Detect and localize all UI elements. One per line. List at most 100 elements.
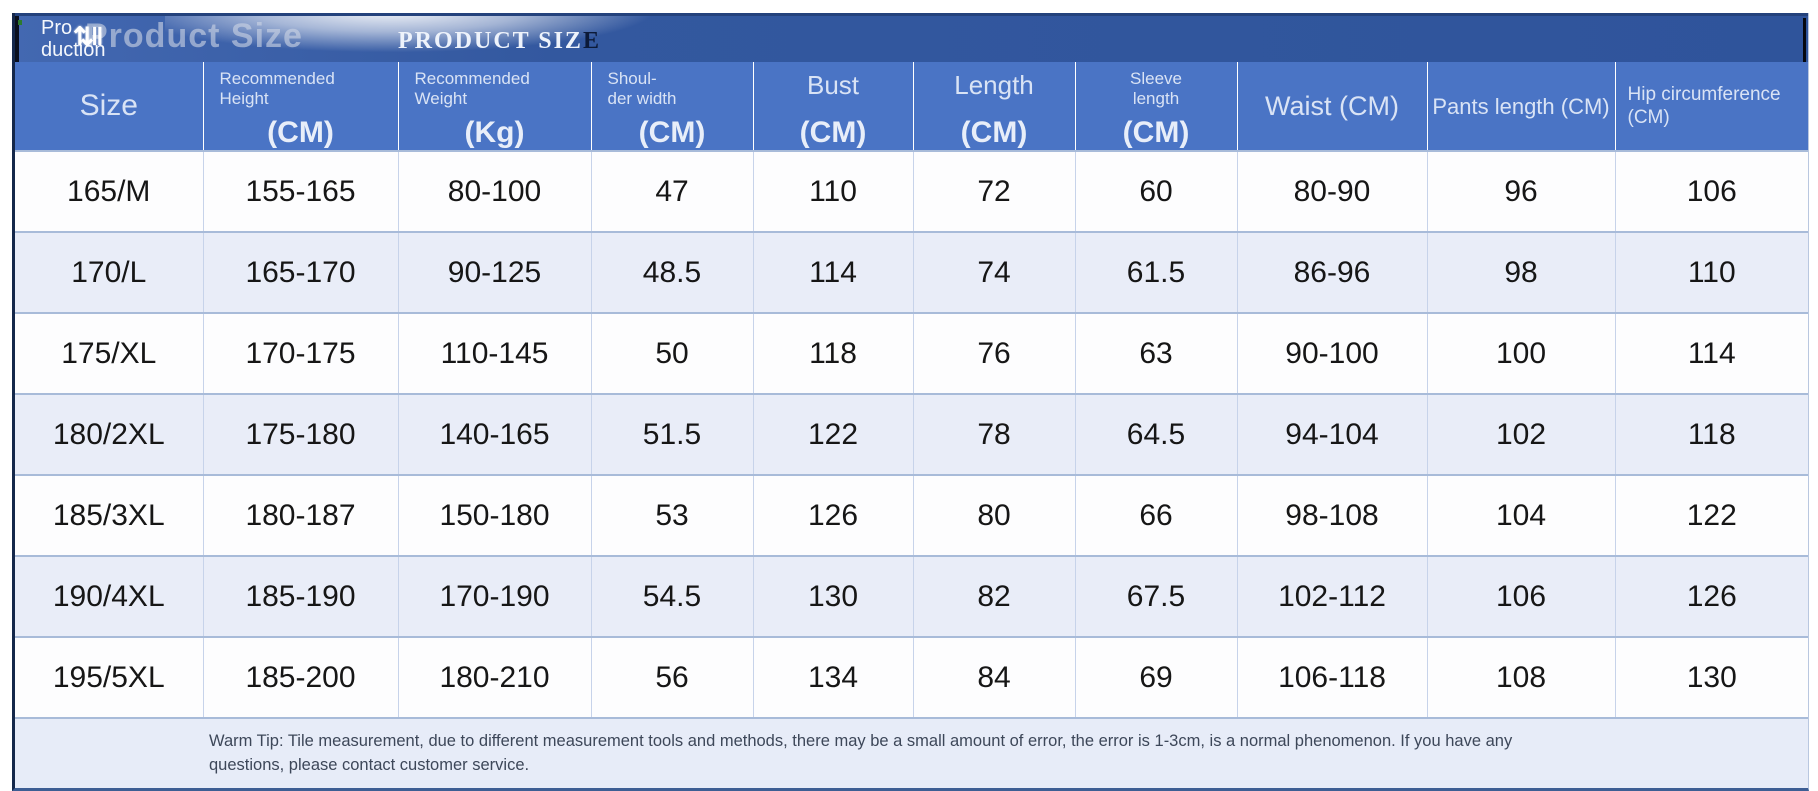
cell-waist-cm-170-l: 86-96 [1237,231,1428,313]
col-header-pants-length-cm: Pants length (CM) [1427,62,1616,151]
cell-length-cm-190-4xl: 82 [913,555,1076,637]
cell-hip-circumference-cm-180-2xl: 118 [1615,393,1808,475]
table-row-185-3xl: 185/3XL 180-187 150-180 53 126 80 66 98-108 104 1… [15,474,1808,556]
cell-bust-cm-195-5xl: 134 [753,636,914,718]
cell-recommended-weight-kg-170-l: 90-125 [398,231,592,313]
table-row-170-l: 170/L 165-170 90-125 48.5 114 74 61.5 86-96 98 11… [15,231,1808,313]
col-header-bust-cm: Bust (CM) [753,62,914,151]
glare-artifact [165,16,665,54]
cell-bust-cm-185-3xl: 126 [753,474,914,556]
cell-recommended-weight-kg-185-3xl: 150-180 [398,474,592,556]
cell-recommended-height-cm-195-5xl: 185-200 [203,636,399,718]
cell-hip-circumference-cm-190-4xl: 126 [1615,555,1808,637]
col-header-unit: (CM) [1122,116,1190,149]
overlay-artifact-text: Pro duction [41,17,106,61]
col-header-label: Recommended Weight [414,69,530,109]
cell-pants-length-cm-175-xl: 100 [1427,312,1616,394]
cell-hip-circumference-cm-175-xl: 114 [1615,312,1808,394]
cell-hip-circumference-cm-195-5xl: 130 [1615,636,1808,718]
cell-pants-length-cm-185-3xl: 104 [1427,474,1616,556]
warm-tip-text: Warm Tip: Tile measurement, due to diffe… [209,731,1513,774]
cell-sleeve-length-cm-185-3xl: 66 [1075,474,1238,556]
cell-recommended-weight-kg-175-xl: 110-145 [398,312,592,394]
col-header-waist-cm: Waist (CM) [1237,62,1428,151]
garbled-glyphs-artifact: ⇅‖ [73,23,103,51]
cell-shoulder-width-cm-180-2xl: 51.5 [591,393,754,475]
cell-recommended-weight-kg-165-m: 80-100 [398,150,592,232]
col-header-unit: (CM) [267,116,334,149]
cell-shoulder-width-cm-165-m: 47 [591,150,754,232]
cell-hip-circumference-cm-170-l: 110 [1615,231,1808,313]
table-row-190-4xl: 190/4XL 185-190 170-190 54.5 130 82 67.5 102-11… [15,555,1808,637]
cell-recommended-height-cm-175-xl: 170-175 [203,312,399,394]
footer-row: Warm Tip: Tile measurement, due to diffe… [15,717,1808,788]
cell-pants-length-cm-170-l: 98 [1427,231,1616,313]
cell-recommended-height-cm-185-3xl: 180-187 [203,474,399,556]
col-header-label: Length [954,70,1034,100]
cell-waist-cm-175-xl: 90-100 [1237,312,1428,394]
cell-bust-cm-175-xl: 118 [753,312,914,394]
col-header-label: Pants length (CM) [1432,94,1610,119]
cell-length-cm-175-xl: 76 [913,312,1076,394]
cell-length-cm-180-2xl: 78 [913,393,1076,475]
cell-shoulder-width-cm-175-xl: 50 [591,312,754,394]
cell-sleeve-length-cm-190-4xl: 67.5 [1075,555,1238,637]
cell-length-cm-170-l: 74 [913,231,1076,313]
cell-length-cm-195-5xl: 84 [913,636,1076,718]
col-header-hip-circumference-cm: Hip circumference (CM) [1615,62,1808,151]
cell-waist-cm-190-4xl: 102-112 [1237,555,1428,637]
cell-shoulder-width-cm-195-5xl: 56 [591,636,754,718]
col-header-unit: (Kg) [464,116,525,149]
size-chart: Product Size Pro duction ⇅‖ PRODUCT SIZE … [12,13,1809,791]
cell-waist-cm-165-m: 80-90 [1237,150,1428,232]
cell-hip-circumference-cm-185-3xl: 122 [1615,474,1808,556]
table-row-195-5xl: 195/5XL 185-200 180-210 56 134 84 69 106-118 108… [15,636,1808,718]
col-header-unit: (CM) [799,116,867,149]
col-header-label: Size [79,89,138,122]
col-header-label: Bust [806,70,860,100]
cell-recommended-weight-kg-190-4xl: 170-190 [398,555,592,637]
cell-size-180-2xl: 180/2XL [15,393,204,475]
cell-length-cm-185-3xl: 80 [913,474,1076,556]
cell-recommended-weight-kg-180-2xl: 140-165 [398,393,592,475]
table-row-180-2xl: 180/2XL 175-180 140-165 51.5 122 78 64.5 94-104… [15,393,1808,475]
cell-size-175-xl: 175/XL [15,312,204,394]
cell-bust-cm-170-l: 114 [753,231,914,313]
cell-pants-length-cm-195-5xl: 108 [1427,636,1616,718]
col-header-recommended-height-cm: Recommended Height (CM) [203,62,399,151]
cell-bust-cm-180-2xl: 122 [753,393,914,475]
left-edge-bar [15,16,19,62]
cell-sleeve-length-cm-170-l: 61.5 [1075,231,1238,313]
col-header-size: Size [15,62,204,151]
cell-recommended-height-cm-190-4xl: 185-190 [203,555,399,637]
cell-recommended-height-cm-170-l: 165-170 [203,231,399,313]
cell-size-190-4xl: 190/4XL [15,555,204,637]
cell-sleeve-length-cm-175-xl: 63 [1075,312,1238,394]
table-row-165-m: 165/M 155-165 80-100 47 110 72 60 80-90 96 106 [15,150,1808,232]
col-header-unit: (CM) [960,116,1028,149]
title-bar: Product Size Pro duction ⇅‖ PRODUCT SIZE [15,13,1808,62]
cell-pants-length-cm-190-4xl: 106 [1427,555,1616,637]
footer-cell: Warm Tip: Tile measurement, due to diffe… [15,717,1808,788]
col-header-sleeve-length-cm: Sleeve length (CM) [1075,62,1238,151]
cell-recommended-weight-kg-195-5xl: 180-210 [398,636,592,718]
col-header-label: Sleeve length [1130,69,1182,109]
cell-size-165-m: 165/M [15,150,204,232]
table-header: Size Recommended Height (CM) Recommended Weig… [15,62,1808,151]
cell-size-195-5xl: 195/5XL [15,636,204,718]
cell-shoulder-width-cm-190-4xl: 54.5 [591,555,754,637]
cell-shoulder-width-cm-170-l: 48.5 [591,231,754,313]
col-header-label: Waist (CM) [1265,91,1399,121]
cell-recommended-height-cm-180-2xl: 175-180 [203,393,399,475]
cell-hip-circumference-cm-165-m: 106 [1615,150,1808,232]
col-header-unit: (CM) [638,116,706,149]
cell-bust-cm-165-m: 110 [753,150,914,232]
cell-sleeve-length-cm-180-2xl: 64.5 [1075,393,1238,475]
cell-sleeve-length-cm-165-m: 60 [1075,150,1238,232]
page-title: PRODUCT SIZE [398,28,601,54]
dark-letter: E [582,28,601,54]
cell-recommended-height-cm-165-m: 155-165 [203,150,399,232]
cell-pants-length-cm-180-2xl: 102 [1427,393,1616,475]
cell-bust-cm-190-4xl: 130 [753,555,914,637]
